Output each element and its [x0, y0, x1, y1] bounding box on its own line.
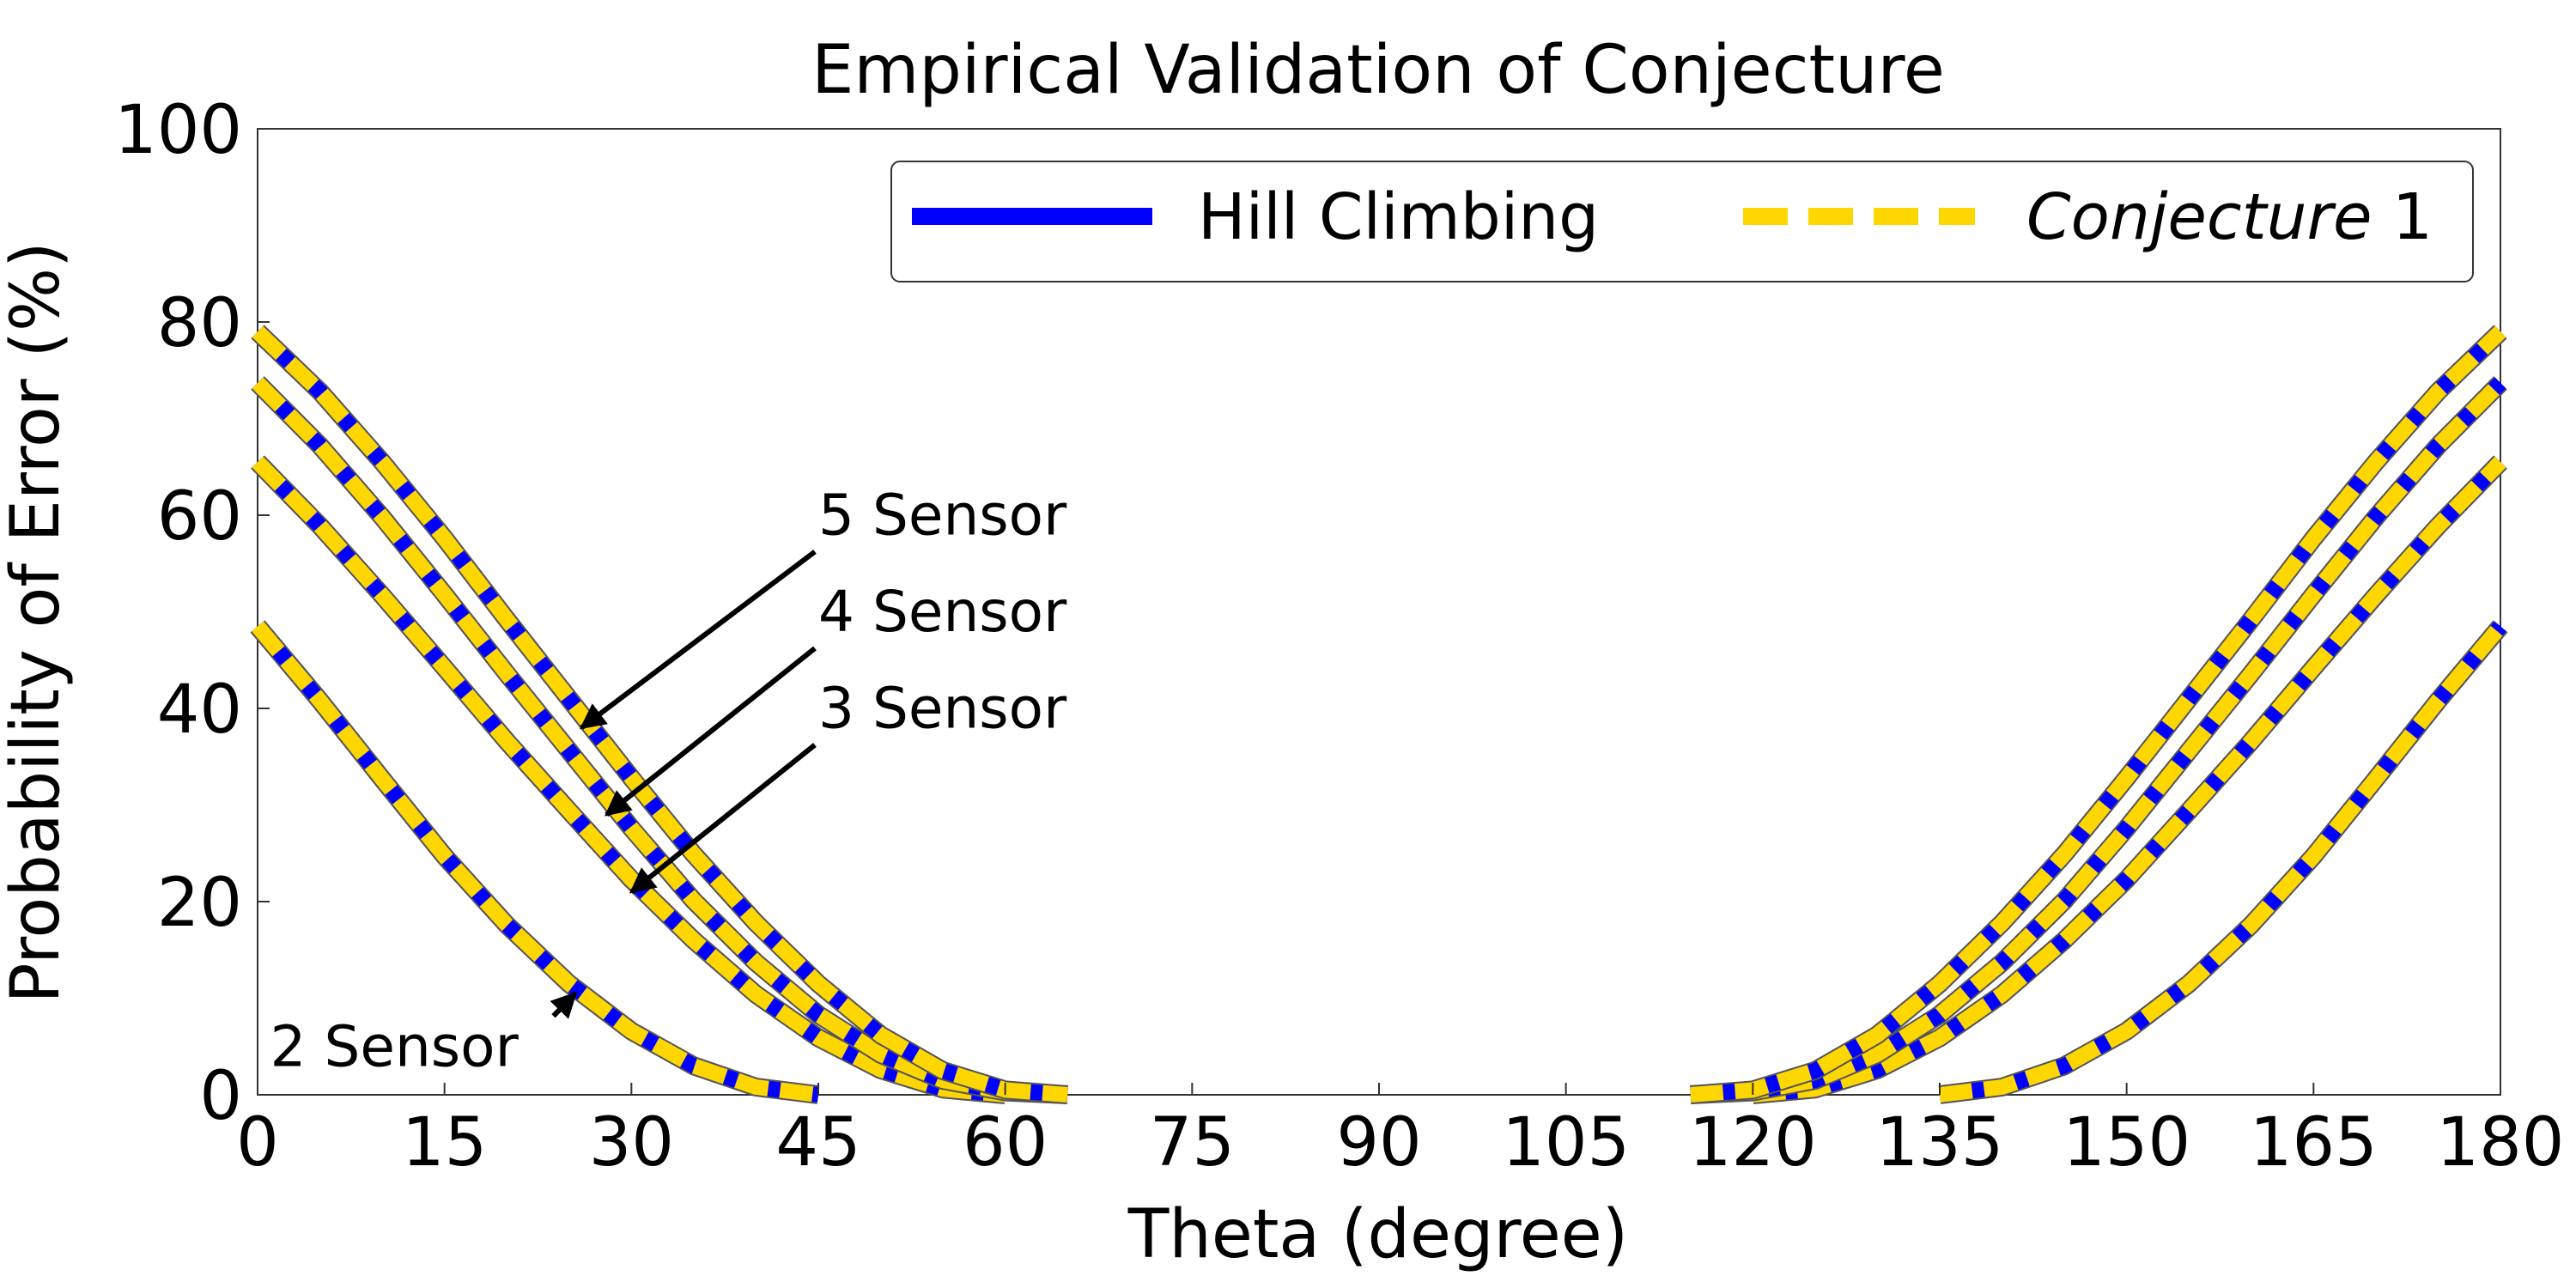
annotation-arrow: [550, 991, 578, 1019]
annotation-arrow: [604, 646, 817, 817]
legend-label-conjecture-italic: Conjecture: [2026, 180, 2372, 254]
x-tick-label: 135: [1876, 1104, 2004, 1182]
annotation-arrow: [629, 743, 817, 895]
y-tick-label: 0: [199, 1058, 242, 1135]
annotations: 5 Sensor 4 Sensor 3 Sensor 2 Sensor: [270, 483, 1068, 1080]
y-tick-label: 20: [157, 865, 242, 942]
series-layer: [250, 325, 2508, 1104]
series-2-sensor-right-conjecture: [1938, 621, 2506, 1103]
y-tick-label: 40: [157, 671, 242, 749]
series-4-sensor-right-hill-climbing: [1690, 377, 2506, 1103]
series-4-sensor-right-conjecture: [1690, 377, 2506, 1103]
annotation-label: 2 Sensor: [270, 1013, 519, 1079]
x-tick-label: 15: [402, 1104, 487, 1182]
series-2-sensor-right-hill-climbing: [1938, 621, 2506, 1103]
x-tick-label: 75: [1150, 1104, 1235, 1182]
annotation-arrow: [579, 550, 817, 730]
series-2-sensor-left-conjecture: [252, 621, 820, 1103]
x-tick-label: 120: [1689, 1104, 1817, 1182]
x-axis-label: Theta (degree): [1127, 1196, 1628, 1273]
legend-label-conjecture-rest: 1: [2372, 180, 2433, 254]
x-tick-label: 0: [236, 1104, 279, 1182]
series-5-sensor-left-conjecture: [252, 325, 1068, 1103]
y-axis-ticks: 0 20 40 60 80 100: [114, 92, 270, 1135]
series-3-sensor-right-conjecture: [1752, 456, 2506, 1103]
legend-label-conjecture: Conjecture 1: [2026, 180, 2433, 254]
series-2-sensor-right-outline: [1938, 620, 2508, 1104]
series-5-sensor-right-outline: [1689, 325, 2507, 1104]
y-tick-label: 80: [157, 285, 242, 362]
chart-title: Empirical Validation of Conjecture: [811, 32, 1945, 109]
y-axis-label: Probability of Error (%): [0, 242, 75, 1004]
x-tick-label: 150: [2063, 1104, 2190, 1182]
x-tick-label: 45: [775, 1104, 860, 1182]
x-tick-label: 165: [2250, 1104, 2378, 1182]
legend-label-hill-climbing: Hill Climbing: [1198, 180, 1599, 254]
series-4-sensor-right-outline: [1690, 376, 2507, 1104]
x-tick-label: 105: [1502, 1104, 1630, 1182]
annotation-label: 3 Sensor: [818, 676, 1067, 742]
legend: Hill Climbing Conjecture 1: [890, 161, 2474, 283]
legend-box: [890, 161, 2474, 283]
x-axis-ticks: 0 15 30 45 60 75 90 105 120 135 150 165 180: [236, 1083, 2564, 1182]
annotation-label: 4 Sensor: [818, 579, 1067, 645]
annotation-label: 5 Sensor: [818, 483, 1067, 549]
x-tick-label: 90: [1336, 1104, 1421, 1182]
x-tick-label: 60: [963, 1104, 1048, 1182]
y-tick-label: 100: [114, 92, 242, 169]
x-tick-label: 30: [589, 1104, 674, 1182]
series-5-sensor-right-conjecture: [1690, 325, 2506, 1103]
y-tick-label: 60: [157, 478, 242, 556]
x-tick-label: 180: [2437, 1104, 2565, 1182]
